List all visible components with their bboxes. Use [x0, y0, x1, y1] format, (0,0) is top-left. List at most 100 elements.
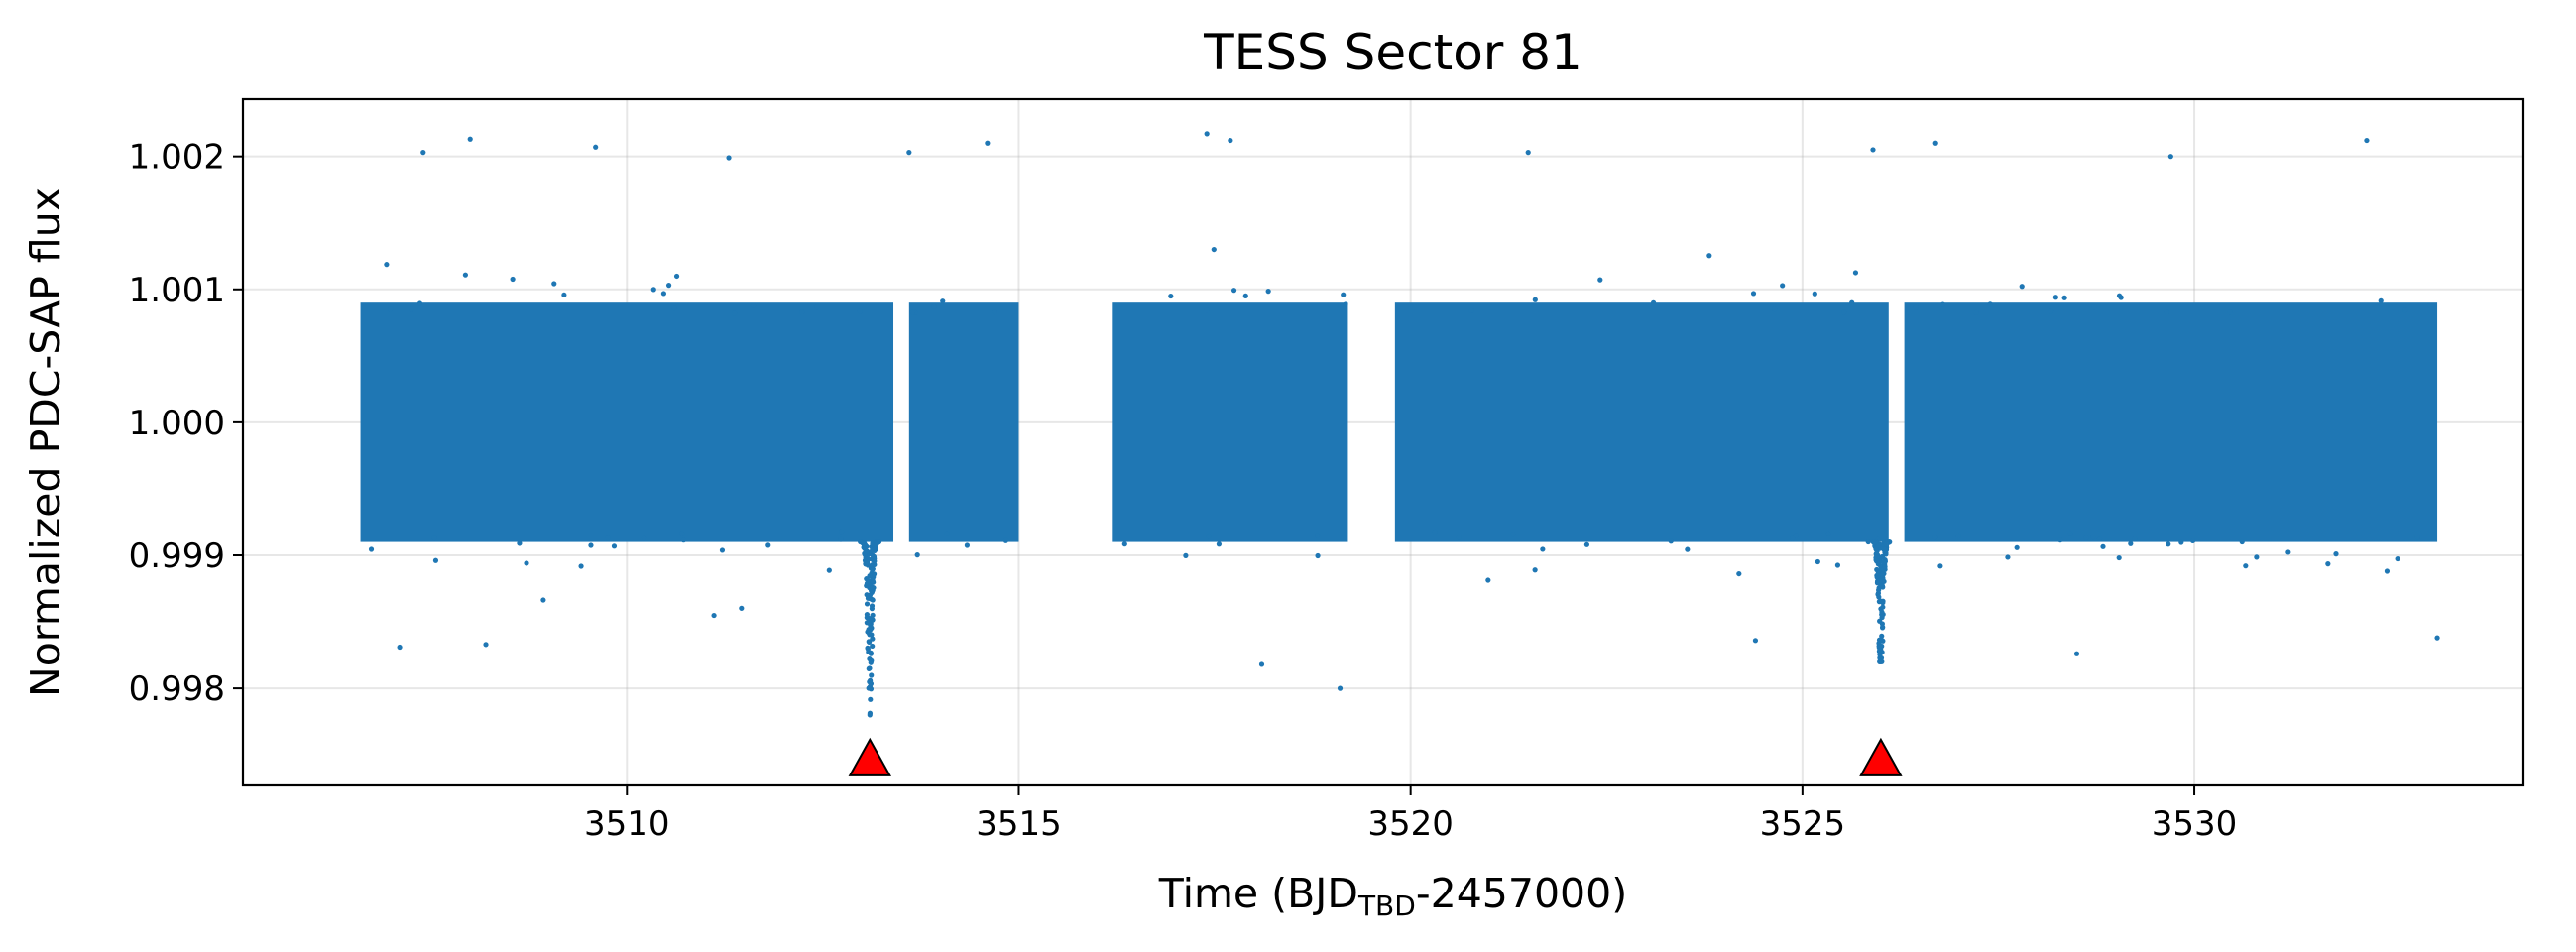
data-point — [826, 567, 832, 573]
x-axis-label-suffix: -2457000) — [1416, 870, 1627, 917]
data-point — [2333, 551, 2339, 557]
data-point — [1510, 532, 1516, 537]
data-point — [561, 292, 567, 298]
data-point — [1834, 562, 1841, 568]
data-point — [1913, 304, 1919, 310]
data-point — [1875, 561, 1881, 567]
data-point — [1882, 563, 1888, 570]
data-point — [1432, 529, 1438, 536]
data-point — [1258, 661, 1265, 667]
data-point-band — [1112, 302, 1348, 542]
data-point — [368, 546, 375, 552]
data-point — [551, 281, 557, 287]
data-point — [1706, 253, 1712, 259]
data-point — [867, 615, 873, 622]
data-point — [1183, 552, 1189, 558]
data-point — [420, 150, 426, 156]
transit-marker-triangle — [848, 737, 892, 776]
x-axis-label-subscript: TBD — [1357, 890, 1416, 922]
data-point — [2325, 561, 2331, 567]
data-point — [869, 589, 875, 595]
data-point — [1315, 552, 1321, 559]
data-point — [1456, 535, 1462, 540]
data-point — [906, 150, 912, 156]
data-point — [605, 536, 611, 541]
data-point — [1881, 578, 1887, 584]
data-point — [1772, 306, 1778, 312]
data-point — [867, 573, 873, 579]
data-point — [864, 601, 871, 607]
data-point — [1468, 307, 1474, 313]
data-point — [870, 612, 876, 618]
data-point — [1685, 546, 1691, 552]
data-point — [1793, 533, 1799, 538]
data-point-band — [908, 302, 1019, 542]
data-point — [711, 612, 717, 619]
data-point — [992, 309, 997, 315]
data-point — [870, 566, 876, 572]
data-point — [1849, 299, 1855, 305]
data-point — [593, 144, 599, 150]
data-point-band — [1394, 302, 1889, 542]
data-point — [1825, 531, 1831, 536]
data-point — [1204, 307, 1210, 313]
data-point — [2189, 537, 2196, 544]
x-axis-label-prefix: Time (BJD — [1158, 870, 1358, 917]
data-point — [2434, 635, 2440, 641]
data-point — [1532, 567, 1538, 573]
data-point — [726, 155, 732, 161]
data-point — [671, 304, 677, 311]
data-point — [944, 531, 951, 536]
data-point — [650, 287, 656, 293]
data-point — [985, 140, 991, 146]
data-point — [1883, 550, 1889, 556]
data-point — [866, 639, 873, 645]
data-point — [866, 630, 872, 636]
data-point — [1525, 150, 1531, 156]
data-point — [1790, 536, 1796, 541]
data-point — [1880, 559, 1887, 565]
data-point — [838, 536, 844, 542]
data-point — [2100, 543, 2106, 549]
data-point — [1168, 293, 1174, 299]
data-point — [870, 636, 876, 642]
data-point — [1583, 541, 1589, 547]
data-point — [1932, 535, 1938, 540]
data-point — [964, 542, 971, 548]
data-point — [865, 595, 872, 601]
data-point — [864, 548, 870, 554]
y-axis-label: Normalized PDC-SAP flux — [22, 187, 69, 697]
data-point — [2239, 538, 2245, 545]
transit-markers — [848, 737, 1903, 776]
data-point — [1879, 583, 1886, 589]
data-point — [2378, 298, 2384, 303]
data-point — [517, 540, 523, 546]
data-point — [1873, 557, 1879, 563]
data-point — [641, 536, 647, 541]
data-point — [1752, 638, 1759, 644]
y-tick-label: 1.000 — [129, 404, 225, 443]
data-point — [2178, 539, 2184, 545]
data-point — [2019, 284, 2025, 290]
transit-marker-triangle — [1859, 737, 1903, 776]
data-point — [765, 542, 771, 548]
data-point — [1879, 633, 1885, 639]
data-point-band — [1904, 302, 2438, 542]
data-point — [2243, 563, 2249, 569]
data-point — [2073, 651, 2080, 656]
data-point — [865, 646, 871, 652]
data-point — [1343, 301, 1348, 307]
data-point — [665, 283, 672, 289]
data-point — [1204, 131, 1210, 137]
data-point — [1216, 541, 1223, 547]
data-point — [869, 606, 876, 612]
data-point — [1265, 289, 1271, 295]
data-point — [870, 562, 876, 568]
data-point — [1211, 246, 1217, 253]
y-tick-label: 1.001 — [129, 271, 225, 310]
data-point — [1877, 652, 1883, 657]
data-point — [866, 620, 872, 626]
data-point — [431, 535, 437, 541]
data-point — [1880, 638, 1886, 644]
